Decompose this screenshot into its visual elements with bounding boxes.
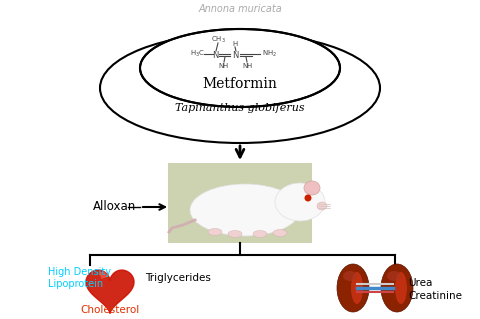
Ellipse shape [273,229,287,236]
Ellipse shape [208,228,222,235]
Ellipse shape [317,202,327,210]
Text: Cholesterol: Cholesterol [80,305,140,315]
FancyBboxPatch shape [168,163,312,243]
Ellipse shape [387,271,401,281]
Ellipse shape [343,271,357,281]
Ellipse shape [190,184,300,236]
Ellipse shape [140,29,340,107]
Text: High Density
Lipoprotein: High Density Lipoprotein [48,267,111,289]
Ellipse shape [337,264,369,312]
Text: Metformin: Metformin [203,77,277,91]
Text: Tapinanthus globiferus: Tapinanthus globiferus [175,103,305,113]
Text: $\mathsf{CH_3}$: $\mathsf{CH_3}$ [211,35,226,45]
Ellipse shape [381,264,413,312]
Text: $\mathsf{NH_2}$: $\mathsf{NH_2}$ [263,49,277,59]
Ellipse shape [253,231,267,238]
Text: $\mathsf{NH}$: $\mathsf{NH}$ [242,62,254,70]
Text: $\mathsf{NH}$: $\mathsf{NH}$ [218,62,230,70]
Ellipse shape [228,231,242,238]
Polygon shape [100,272,108,278]
Circle shape [304,195,312,202]
Ellipse shape [304,181,320,195]
Ellipse shape [395,272,407,304]
Text: $\mathsf{H}$: $\mathsf{H}$ [232,40,238,48]
Text: Alloxan: Alloxan [94,201,137,213]
FancyBboxPatch shape [168,163,312,243]
Text: Annona muricata: Annona muricata [198,4,282,14]
Ellipse shape [275,183,325,221]
Polygon shape [86,270,134,314]
Text: $\mathsf{N}$: $\mathsf{N}$ [212,48,220,60]
Text: $\mathsf{H_3C}$: $\mathsf{H_3C}$ [191,49,205,59]
Text: $\mathsf{N}$: $\mathsf{N}$ [232,48,240,60]
Text: Triglycerides: Triglycerides [145,273,211,283]
Text: Urea: Urea [408,278,432,288]
Ellipse shape [351,272,363,304]
Text: Creatinine: Creatinine [408,291,462,301]
